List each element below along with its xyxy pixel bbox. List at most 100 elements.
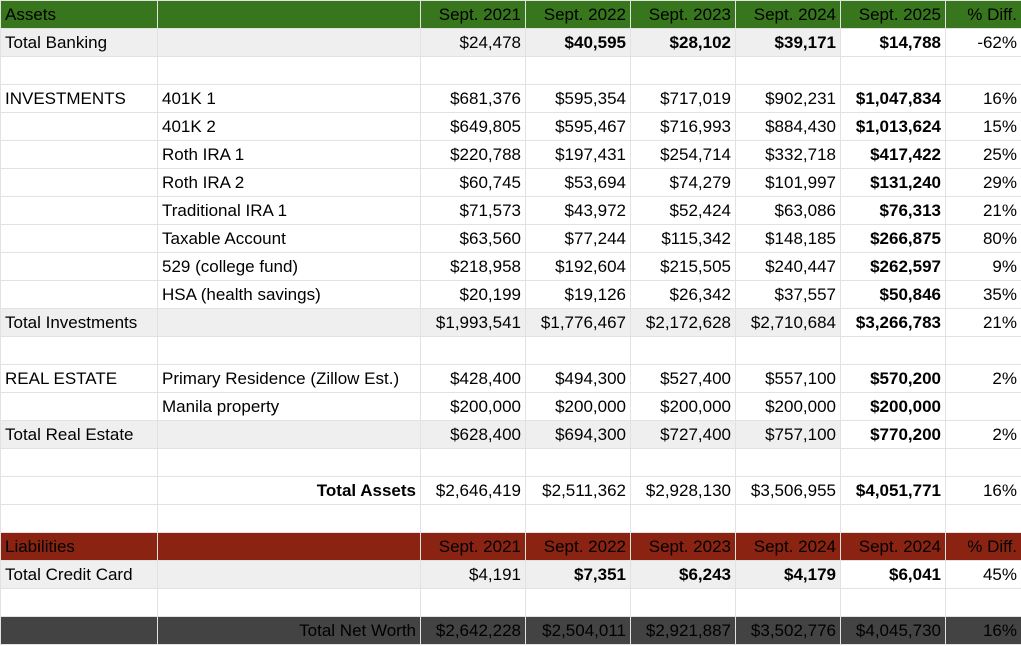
- cell[interactable]: [0, 280, 158, 309]
- cell[interactable]: [420, 504, 526, 533]
- value-cell[interactable]: $694,300: [525, 420, 631, 449]
- value-cell[interactable]: $218,958: [420, 252, 526, 281]
- value-cell[interactable]: $40,595: [525, 28, 631, 57]
- value-cell[interactable]: $71,573: [420, 196, 526, 225]
- current-value-cell[interactable]: $4,051,771: [840, 476, 946, 505]
- col-header[interactable]: Sept. 2022: [525, 532, 631, 561]
- pct-cell[interactable]: 80%: [945, 224, 1021, 253]
- value-cell[interactable]: $200,000: [525, 392, 631, 421]
- value-cell[interactable]: $6,243: [630, 560, 736, 589]
- cell[interactable]: [945, 56, 1021, 85]
- cell[interactable]: [840, 448, 946, 477]
- value-cell[interactable]: $3,502,776: [735, 616, 841, 645]
- cell[interactable]: [525, 448, 631, 477]
- pct-cell[interactable]: [945, 392, 1021, 421]
- pct-cell[interactable]: 16%: [945, 84, 1021, 113]
- current-value-cell[interactable]: $770,200: [840, 420, 946, 449]
- cell[interactable]: [157, 532, 421, 561]
- cell[interactable]: [525, 56, 631, 85]
- cell[interactable]: [0, 476, 158, 505]
- net-worth-label[interactable]: Total Net Worth: [157, 616, 421, 645]
- value-cell[interactable]: $757,100: [735, 420, 841, 449]
- cell[interactable]: [840, 504, 946, 533]
- cell[interactable]: [945, 504, 1021, 533]
- item-name[interactable]: 401K 1: [157, 84, 421, 113]
- section-label[interactable]: REAL ESTATE: [0, 364, 158, 393]
- pct-cell[interactable]: 29%: [945, 168, 1021, 197]
- cell[interactable]: [630, 588, 736, 617]
- pct-cell[interactable]: 25%: [945, 140, 1021, 169]
- item-name[interactable]: 529 (college fund): [157, 252, 421, 281]
- current-value-cell[interactable]: $417,422: [840, 140, 946, 169]
- value-cell[interactable]: $2,172,628: [630, 308, 736, 337]
- value-cell[interactable]: $2,710,684: [735, 308, 841, 337]
- value-cell[interactable]: $2,646,419: [420, 476, 526, 505]
- value-cell[interactable]: $148,185: [735, 224, 841, 253]
- col-header[interactable]: Sept. 2023: [630, 532, 736, 561]
- cell[interactable]: [157, 308, 421, 337]
- cell[interactable]: [0, 504, 158, 533]
- value-cell[interactable]: $39,171: [735, 28, 841, 57]
- cell[interactable]: [735, 588, 841, 617]
- value-cell[interactable]: $3,506,955: [735, 476, 841, 505]
- pct-cell[interactable]: 16%: [945, 476, 1021, 505]
- current-value-cell[interactable]: $131,240: [840, 168, 946, 197]
- cell[interactable]: [630, 448, 736, 477]
- current-value-cell[interactable]: $14,788: [840, 28, 946, 57]
- cell[interactable]: [945, 588, 1021, 617]
- value-cell[interactable]: $63,560: [420, 224, 526, 253]
- value-cell[interactable]: $197,431: [525, 140, 631, 169]
- value-cell[interactable]: $2,511,362: [525, 476, 631, 505]
- section-label[interactable]: INVESTMENTS: [0, 84, 158, 113]
- value-cell[interactable]: $200,000: [735, 392, 841, 421]
- cell[interactable]: [0, 392, 158, 421]
- cell[interactable]: [0, 448, 158, 477]
- current-value-cell[interactable]: $200,000: [840, 392, 946, 421]
- cell[interactable]: [420, 588, 526, 617]
- pct-cell[interactable]: 16%: [945, 616, 1021, 645]
- current-value-cell[interactable]: $1,013,624: [840, 112, 946, 141]
- cell[interactable]: [157, 420, 421, 449]
- row-label[interactable]: Total Credit Card: [0, 560, 158, 589]
- item-name[interactable]: Roth IRA 1: [157, 140, 421, 169]
- item-name[interactable]: Taxable Account: [157, 224, 421, 253]
- pct-cell[interactable]: 15%: [945, 112, 1021, 141]
- value-cell[interactable]: $200,000: [420, 392, 526, 421]
- cell[interactable]: [420, 336, 526, 365]
- current-value-cell[interactable]: $50,846: [840, 280, 946, 309]
- value-cell[interactable]: $53,694: [525, 168, 631, 197]
- pct-cell[interactable]: 45%: [945, 560, 1021, 589]
- item-name[interactable]: Roth IRA 2: [157, 168, 421, 197]
- value-cell[interactable]: $52,424: [630, 196, 736, 225]
- value-cell[interactable]: $884,430: [735, 112, 841, 141]
- assets-header-label[interactable]: Assets: [0, 0, 158, 29]
- item-name[interactable]: HSA (health savings): [157, 280, 421, 309]
- cell[interactable]: [420, 448, 526, 477]
- row-label[interactable]: Total Investments: [0, 308, 158, 337]
- pct-cell[interactable]: 21%: [945, 308, 1021, 337]
- cell[interactable]: [157, 560, 421, 589]
- current-value-cell[interactable]: $76,313: [840, 196, 946, 225]
- value-cell[interactable]: $2,928,130: [630, 476, 736, 505]
- cell[interactable]: [157, 504, 421, 533]
- value-cell[interactable]: $4,191: [420, 560, 526, 589]
- cell[interactable]: [0, 252, 158, 281]
- cell[interactable]: [525, 336, 631, 365]
- col-header[interactable]: Sept. 2025: [840, 0, 946, 29]
- pct-cell[interactable]: 9%: [945, 252, 1021, 281]
- value-cell[interactable]: $649,805: [420, 112, 526, 141]
- value-cell[interactable]: $192,604: [525, 252, 631, 281]
- item-name[interactable]: Traditional IRA 1: [157, 196, 421, 225]
- row-label[interactable]: Total Real Estate: [0, 420, 158, 449]
- item-name[interactable]: Primary Residence (Zillow Est.): [157, 364, 421, 393]
- cell[interactable]: [630, 56, 736, 85]
- value-cell[interactable]: $494,300: [525, 364, 631, 393]
- pct-cell[interactable]: 2%: [945, 364, 1021, 393]
- cell[interactable]: [157, 588, 421, 617]
- value-cell[interactable]: $77,244: [525, 224, 631, 253]
- cell[interactable]: [0, 588, 158, 617]
- pct-cell[interactable]: 2%: [945, 420, 1021, 449]
- cell[interactable]: [0, 140, 158, 169]
- col-header[interactable]: Sept. 2023: [630, 0, 736, 29]
- value-cell[interactable]: $115,342: [630, 224, 736, 253]
